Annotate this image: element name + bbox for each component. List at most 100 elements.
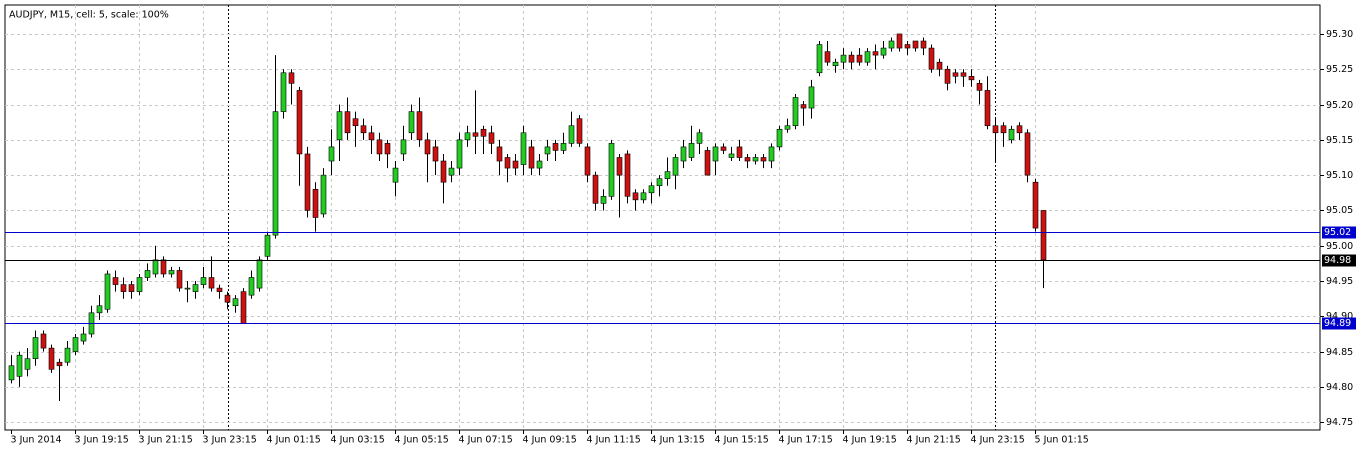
x-tick-label: 3 Jun 21:15 [139,435,193,446]
candle-body [696,132,703,144]
candle-body [1024,132,1031,176]
candle-body [600,196,607,204]
candle-body [592,174,599,204]
candle-body [328,146,335,162]
candle-body [840,54,847,63]
candle-body [792,97,799,127]
candle-body [8,365,15,381]
candle-body [64,347,71,363]
y-tick-label: 95.15 [1326,135,1353,146]
candle-body [96,305,103,314]
candle-body [216,287,223,292]
candle-body [752,157,759,162]
candle-body [104,273,111,310]
candle-body [176,270,183,289]
candle-body [1032,181,1039,229]
candle-body [768,146,775,162]
candle-body [384,143,391,155]
candle-body [152,259,159,275]
candle-body [448,167,455,176]
candle-body [976,83,983,91]
x-tick-label: 4 Jun 03:15 [331,435,385,446]
x-tick-label: 3 Jun 23:15 [203,435,257,446]
candle-body [480,128,487,137]
candle-body [824,51,831,63]
candle-body [40,333,47,349]
price-label: 94.98 [1324,255,1351,266]
candle-body [144,270,151,278]
candle-body [280,72,287,112]
candle-body [616,157,623,176]
x-tick-label: 4 Jun 11:15 [587,435,641,446]
candle-body [872,51,879,56]
candle-body [192,284,199,292]
candle-body [112,277,119,285]
candle-body [736,146,743,158]
candle-body [848,54,855,63]
y-tick-label: 95.00 [1326,241,1353,252]
candle-body [160,259,167,275]
y-tick-label: 94.85 [1326,347,1353,358]
candle-body [184,287,191,290]
candle-body [928,47,935,70]
candle-body [128,284,135,292]
candle-body [256,259,263,289]
candle-body [944,68,951,84]
x-tick-label: 4 Jun 21:15 [907,435,961,446]
candle-body [920,40,927,49]
x-tick-label: 3 Jun 2014 [11,435,62,446]
candle-body [440,160,447,183]
y-tick-label: 95.20 [1326,100,1353,111]
candle-body [984,90,991,127]
candle-body [472,132,479,137]
price-label: 94.89 [1324,318,1351,329]
candle-body [1040,210,1047,261]
candle-body [888,40,895,49]
y-tick-label: 94.75 [1326,417,1353,428]
candle-body [456,139,463,169]
candle-body [200,277,207,285]
y-tick-label: 94.95 [1326,276,1353,287]
candle-body [800,104,807,109]
candle-body [304,153,311,211]
y-tick-label: 94.90 [1326,311,1353,322]
candle-body [80,333,87,342]
candle-body [424,139,431,155]
candle-body [968,76,975,81]
candle-body [408,111,415,134]
candle-body [776,128,783,148]
candle-body [48,347,55,370]
x-tick-label: 4 Jun 05:15 [395,435,449,446]
candle-body [136,277,143,292]
candle-body [712,146,719,162]
candle-body [784,125,791,130]
candle-body [296,90,303,155]
grid [5,5,1320,430]
axes: 94.75 94.80 94.85 94.90 94.95 95.00 95.05 95.10… [11,29,1356,446]
candle-body [720,146,727,151]
x-tick-label: 4 Jun 07:15 [459,435,513,446]
candle-body [272,111,279,236]
y-tick-label: 95.25 [1326,64,1353,75]
candle-body [208,277,215,289]
chart-title: AUDJPY, M15, cell: 5, scale: 100% [9,10,169,21]
candle-body [704,150,711,176]
x-tick-label: 4 Jun 13:15 [651,435,705,446]
candle-body [880,47,887,56]
candle-body [392,167,399,183]
candle-body [832,61,839,67]
candle-body [728,153,735,158]
price-label-box [1322,254,1356,267]
candle-body [856,54,863,63]
candle-body [584,146,591,176]
candle-body [288,72,295,84]
candle-body [120,284,127,292]
candle-body [680,146,687,162]
candle-body [240,291,247,324]
candle-body [568,125,575,144]
candle-body [488,132,495,144]
candle-body [640,192,647,201]
candle-body [320,174,327,215]
candle-body [32,337,39,359]
candle-body [952,72,959,77]
